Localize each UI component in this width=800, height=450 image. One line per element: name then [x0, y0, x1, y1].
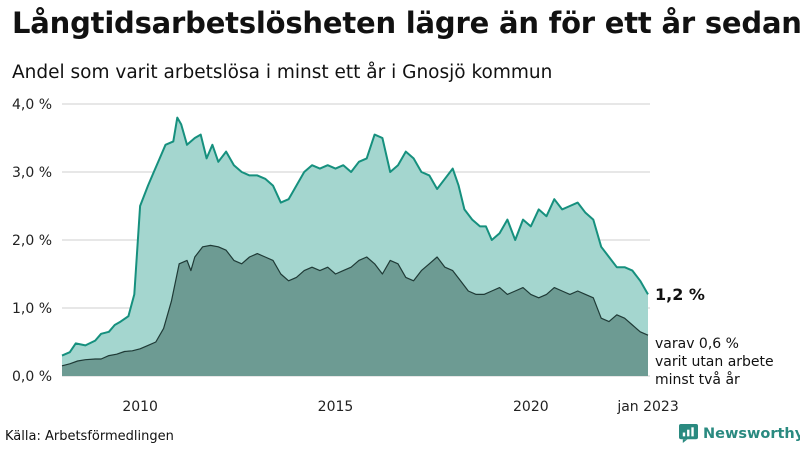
y-axis-ticks: 0,0 % 1,0 % 2,0 % 3,0 % 4,0 %: [12, 97, 52, 385]
latest-sub-label-line1: varav 0,6 %: [655, 336, 739, 352]
area-series: [61, 116, 649, 376]
x-tick-label-3: jan 2023: [616, 399, 678, 415]
x-tick-label-1: 2015: [318, 399, 354, 415]
source-note: Källa: Arbetsförmedlingen: [5, 429, 174, 444]
x-tick-label-2: 2020: [513, 399, 549, 415]
y-tick-label-1: 1,0 %: [12, 301, 52, 317]
latest-sub-label-line2: varit utan arbete: [655, 354, 774, 370]
y-tick-label-2: 2,0 %: [12, 233, 52, 249]
chart-subtitle: Andel som varit arbetslösa i minst ett å…: [12, 62, 553, 83]
series-line-1: [61, 244, 649, 367]
chart-title: Långtidsarbetslösheten lägre än för ett …: [12, 6, 800, 40]
series-line-0: [61, 116, 649, 357]
y-tick-label-3: 3,0 %: [12, 165, 52, 181]
y-tick-label-4: 4,0 %: [12, 97, 52, 113]
latest-total-label: 1,2 %: [655, 285, 705, 304]
series-area-1: [62, 245, 648, 376]
latest-sub-label-line3: minst två år: [655, 371, 740, 388]
x-tick-label-0: 2010: [122, 399, 158, 415]
newsworthy-brand-name: Newsworthy: [703, 425, 800, 442]
y-tick-label-0: 0,0 %: [12, 369, 52, 385]
newsworthy-logo-icon: [679, 424, 698, 443]
newsworthy-logo[interactable]: Newsworthy: [679, 424, 800, 443]
x-axis-ticks: 2010 2015 2020 jan 2023: [122, 399, 678, 415]
